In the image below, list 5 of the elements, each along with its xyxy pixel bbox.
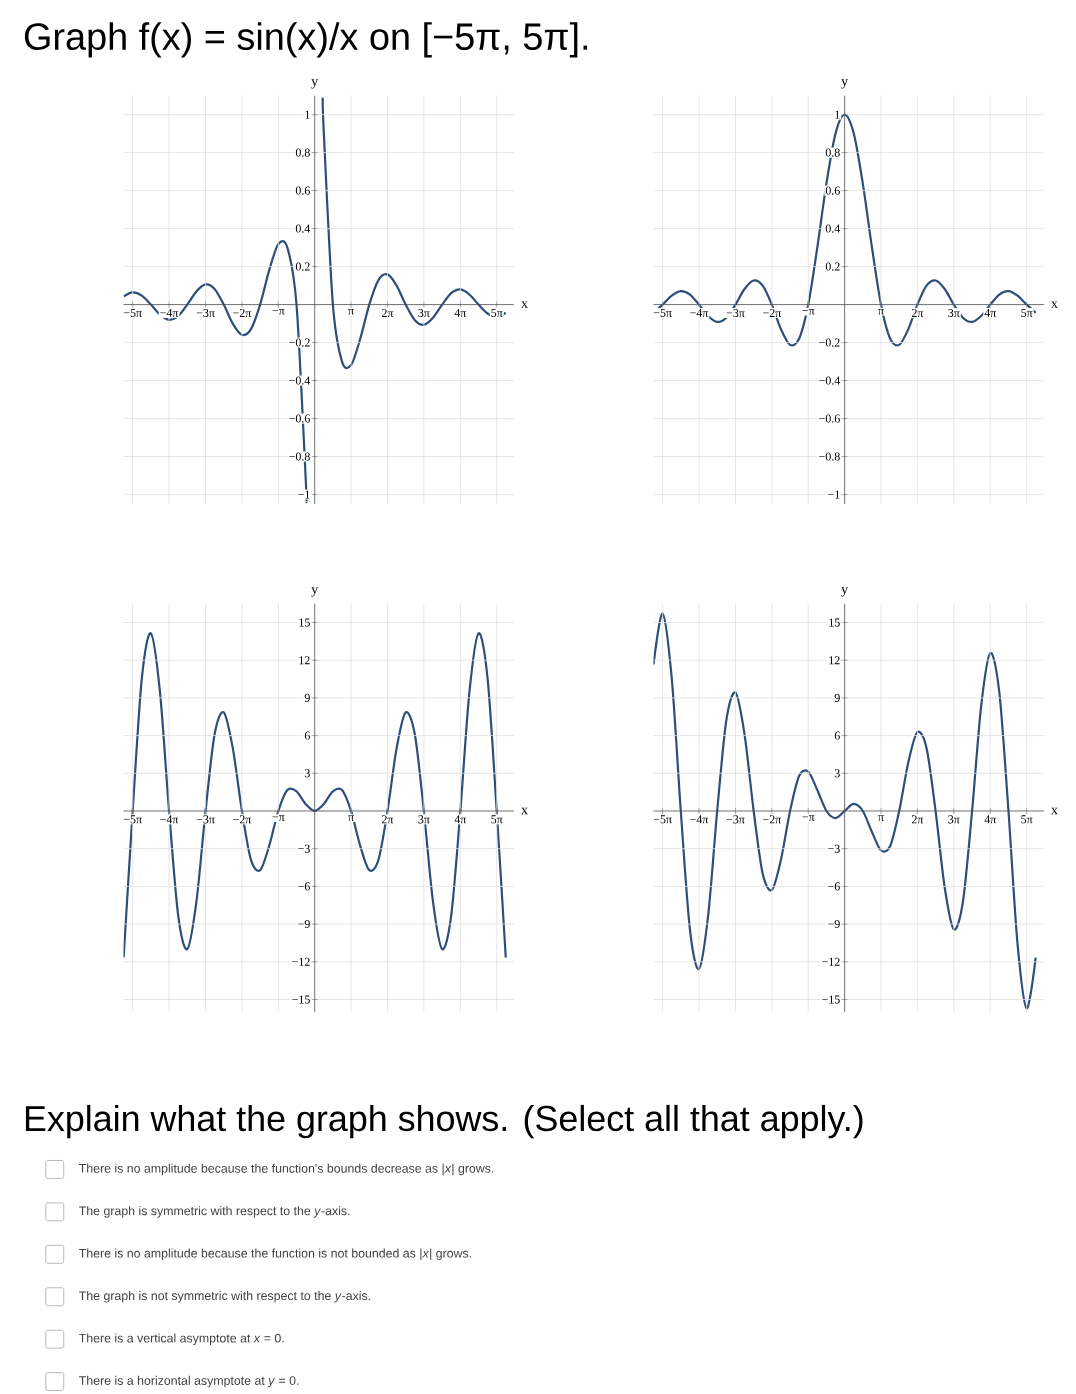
line-series [123,632,507,959]
text: Explain what the graph shows. (Select all that apply.) [26,1104,863,1139]
text: Graph f(x) = sin(x)/x on [−5π, 5π]. [24,22,588,58]
line-series [653,612,1037,1010]
line-series [653,113,1037,346]
